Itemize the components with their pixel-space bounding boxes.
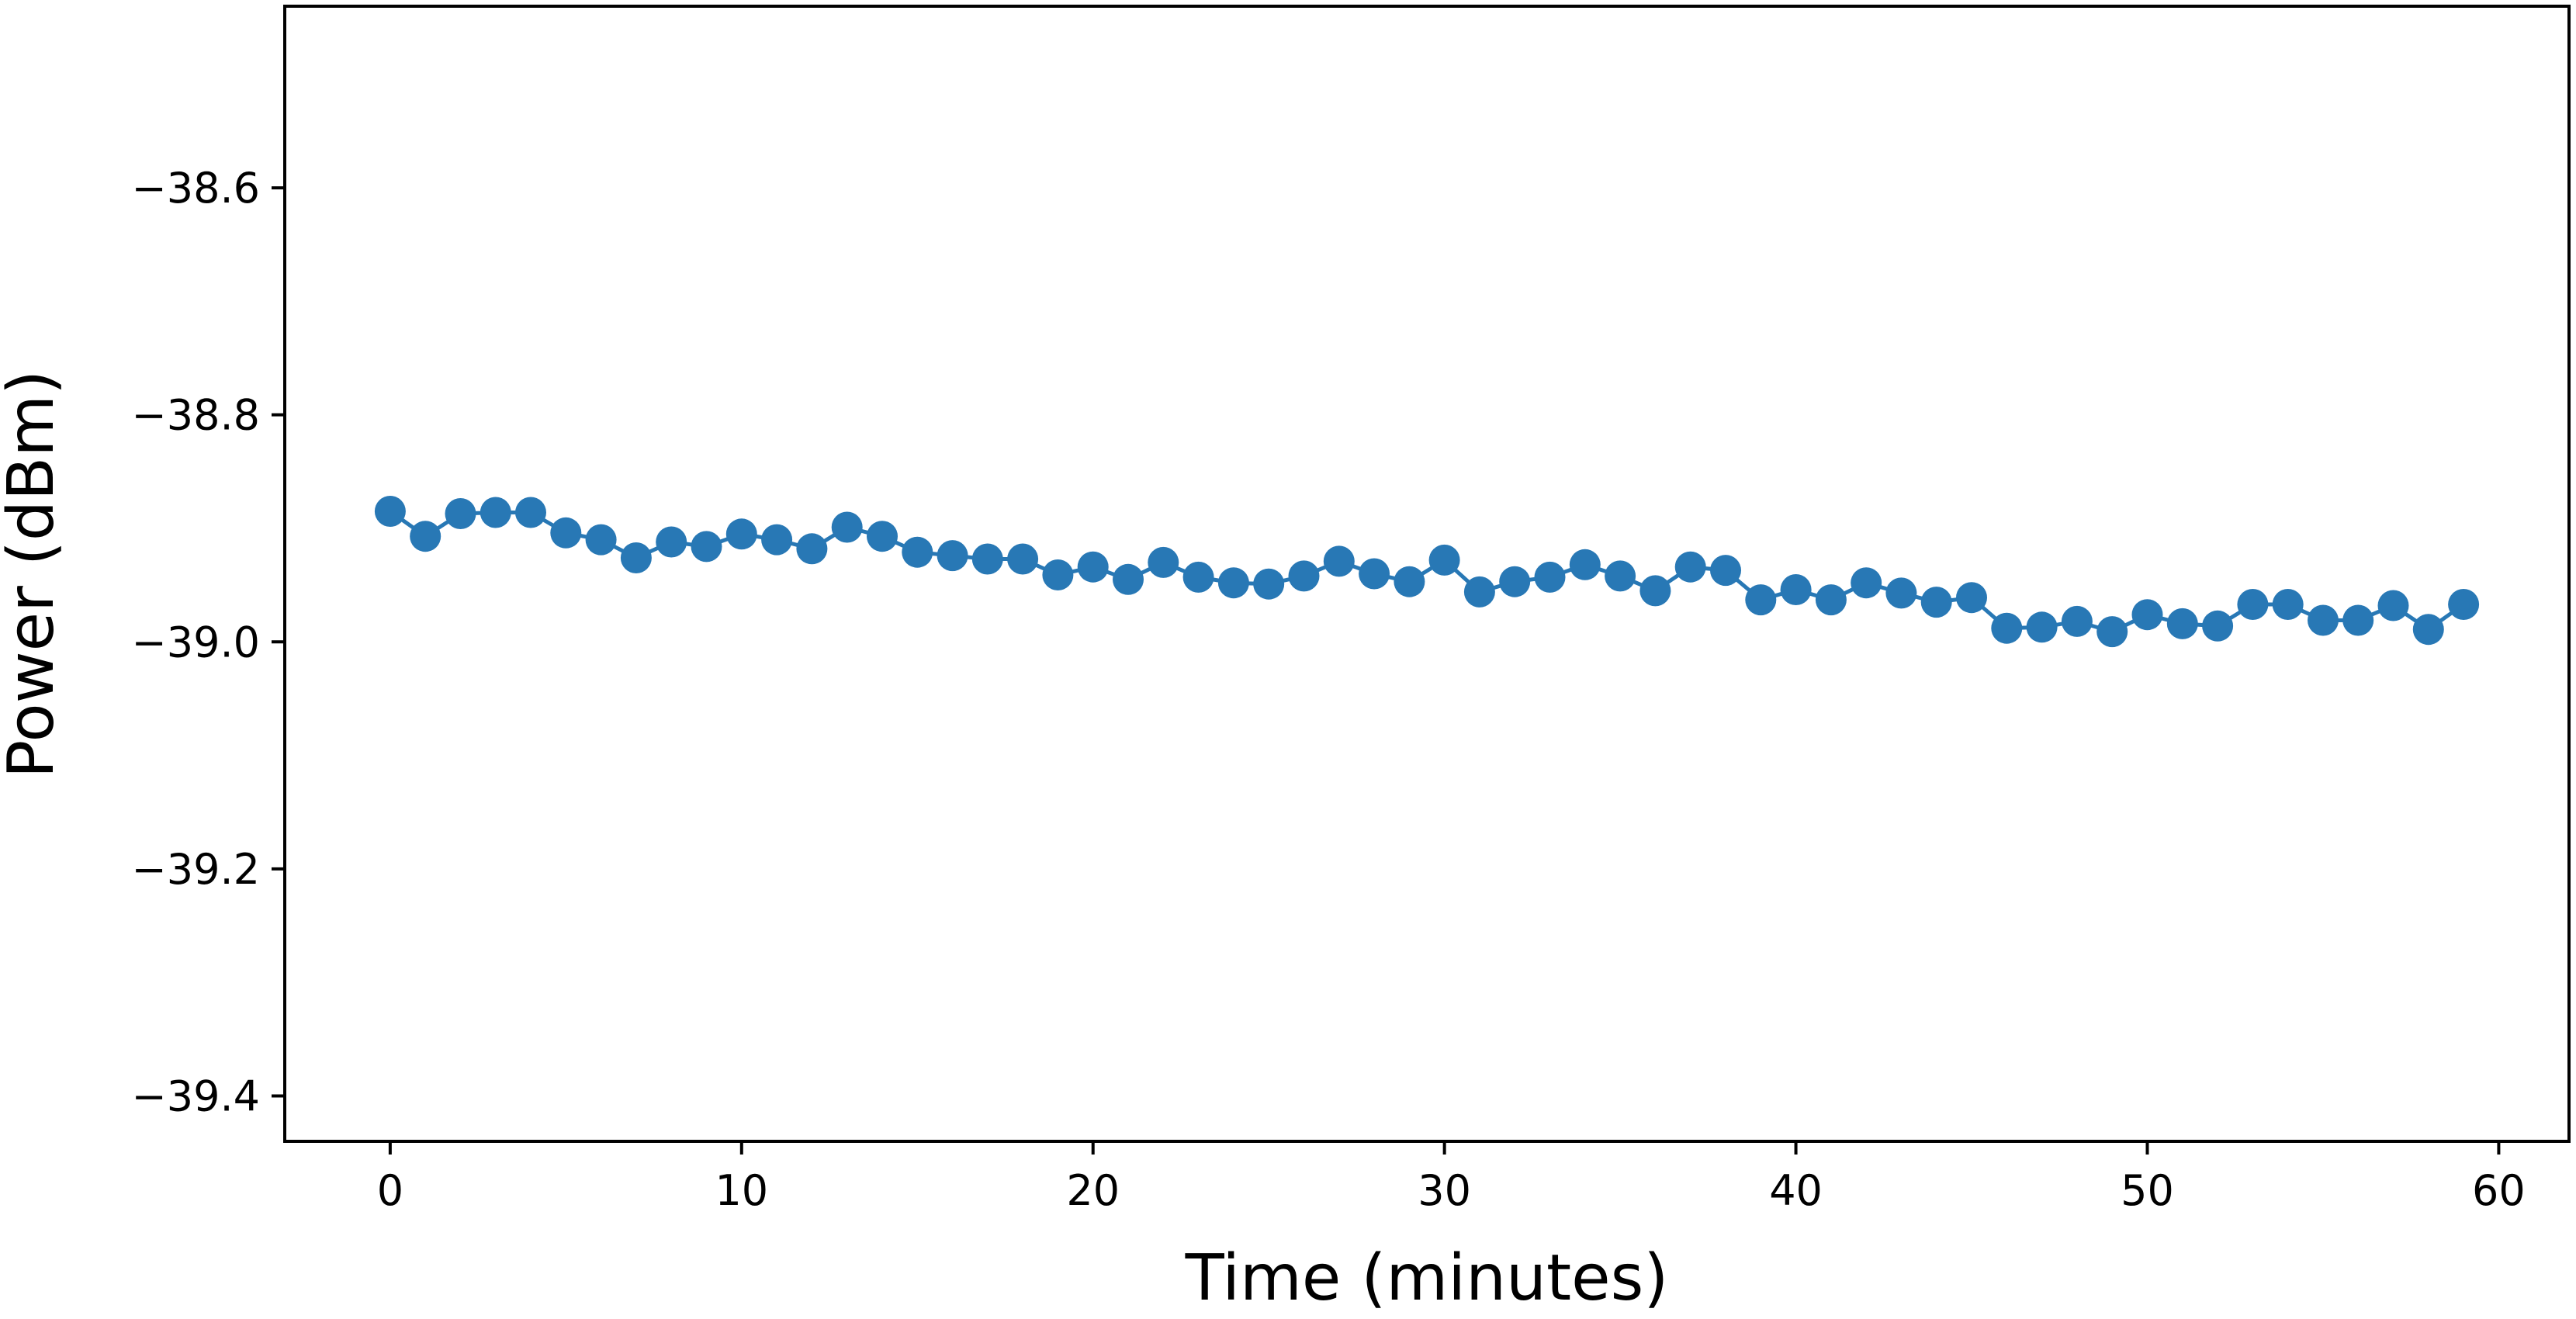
data-point <box>1323 545 1355 577</box>
data-point <box>1605 560 1636 592</box>
data-point <box>550 517 582 549</box>
data-point <box>410 521 441 552</box>
data-point <box>1182 561 1214 593</box>
data-point <box>1288 560 1320 592</box>
data-point <box>1217 567 1249 599</box>
data-point <box>374 496 406 527</box>
data-point <box>1815 584 1847 616</box>
x-tick-label: 50 <box>2121 1166 2174 1215</box>
data-point <box>971 543 1003 575</box>
data-point <box>445 498 476 529</box>
data-point <box>1956 582 1987 614</box>
data-point <box>831 511 863 543</box>
x-tick-label: 20 <box>1066 1166 1120 1215</box>
data-point <box>480 497 511 528</box>
data-point <box>2166 608 2198 639</box>
data-point <box>2272 589 2304 620</box>
data-point <box>515 497 546 528</box>
data-point <box>1463 576 1495 608</box>
data-point <box>1148 546 1179 578</box>
data-point <box>2448 589 2480 620</box>
y-axis-label: Power (dBm) <box>0 370 68 778</box>
y-tick-label: −38.8 <box>132 391 260 440</box>
y-tick-label: −39.0 <box>132 618 260 666</box>
plot-frame <box>283 5 2571 1143</box>
data-point <box>1394 566 1425 597</box>
data-point <box>1359 558 1390 590</box>
data-point <box>2377 590 2409 621</box>
data-point <box>2061 605 2093 637</box>
data-point <box>1780 574 1812 605</box>
data-point <box>2202 610 2234 642</box>
y-tick-label: −39.4 <box>132 1071 260 1120</box>
data-point <box>761 524 793 556</box>
data-point <box>1499 566 1531 597</box>
data-point <box>1991 612 2023 644</box>
data-point <box>796 533 828 565</box>
data-point <box>2412 614 2444 646</box>
data-point <box>1253 568 1285 600</box>
y-tick-label: −39.2 <box>132 845 260 894</box>
data-point <box>691 531 722 563</box>
data-point <box>2131 599 2163 631</box>
x-axis-label: Time (minutes) <box>1185 1241 1669 1315</box>
data-point <box>1639 575 1671 607</box>
data-point <box>1674 551 1706 583</box>
data-point <box>937 540 968 572</box>
x-tick-label: 0 <box>377 1166 403 1215</box>
data-point <box>1710 555 1741 587</box>
data-point <box>2342 604 2374 636</box>
data-point <box>656 526 687 558</box>
data-point <box>867 521 898 552</box>
data-point <box>620 542 652 573</box>
data-point <box>1077 551 1109 583</box>
series-points <box>374 496 2480 648</box>
x-tick-label: 40 <box>1769 1166 1823 1215</box>
data-point <box>2237 589 2269 620</box>
data-point <box>1428 544 1460 576</box>
data-point <box>585 524 617 556</box>
x-tick-label: 10 <box>715 1166 768 1215</box>
data-point <box>725 518 757 550</box>
data-point <box>1920 587 1952 618</box>
data-point <box>2026 611 2058 643</box>
data-point <box>1851 567 1882 599</box>
data-point <box>2308 604 2339 636</box>
y-axis-ticks: −38.6 −38.8 −39.0 −39.2 −39.4 <box>132 164 285 1120</box>
data-point <box>1007 543 1039 575</box>
data-point <box>2096 616 2128 648</box>
y-tick-label: −38.6 <box>132 164 260 213</box>
data-point <box>1569 549 1601 580</box>
x-axis-ticks: 0 10 20 30 40 50 60 <box>377 1141 2526 1215</box>
data-point <box>1113 563 1144 595</box>
data-point <box>902 536 933 568</box>
data-point <box>1042 559 1074 590</box>
data-point <box>1885 577 1917 609</box>
x-tick-label: 30 <box>1418 1166 1471 1215</box>
x-tick-label: 60 <box>2472 1166 2526 1215</box>
data-point <box>1745 584 1777 616</box>
data-point <box>1534 561 1566 593</box>
